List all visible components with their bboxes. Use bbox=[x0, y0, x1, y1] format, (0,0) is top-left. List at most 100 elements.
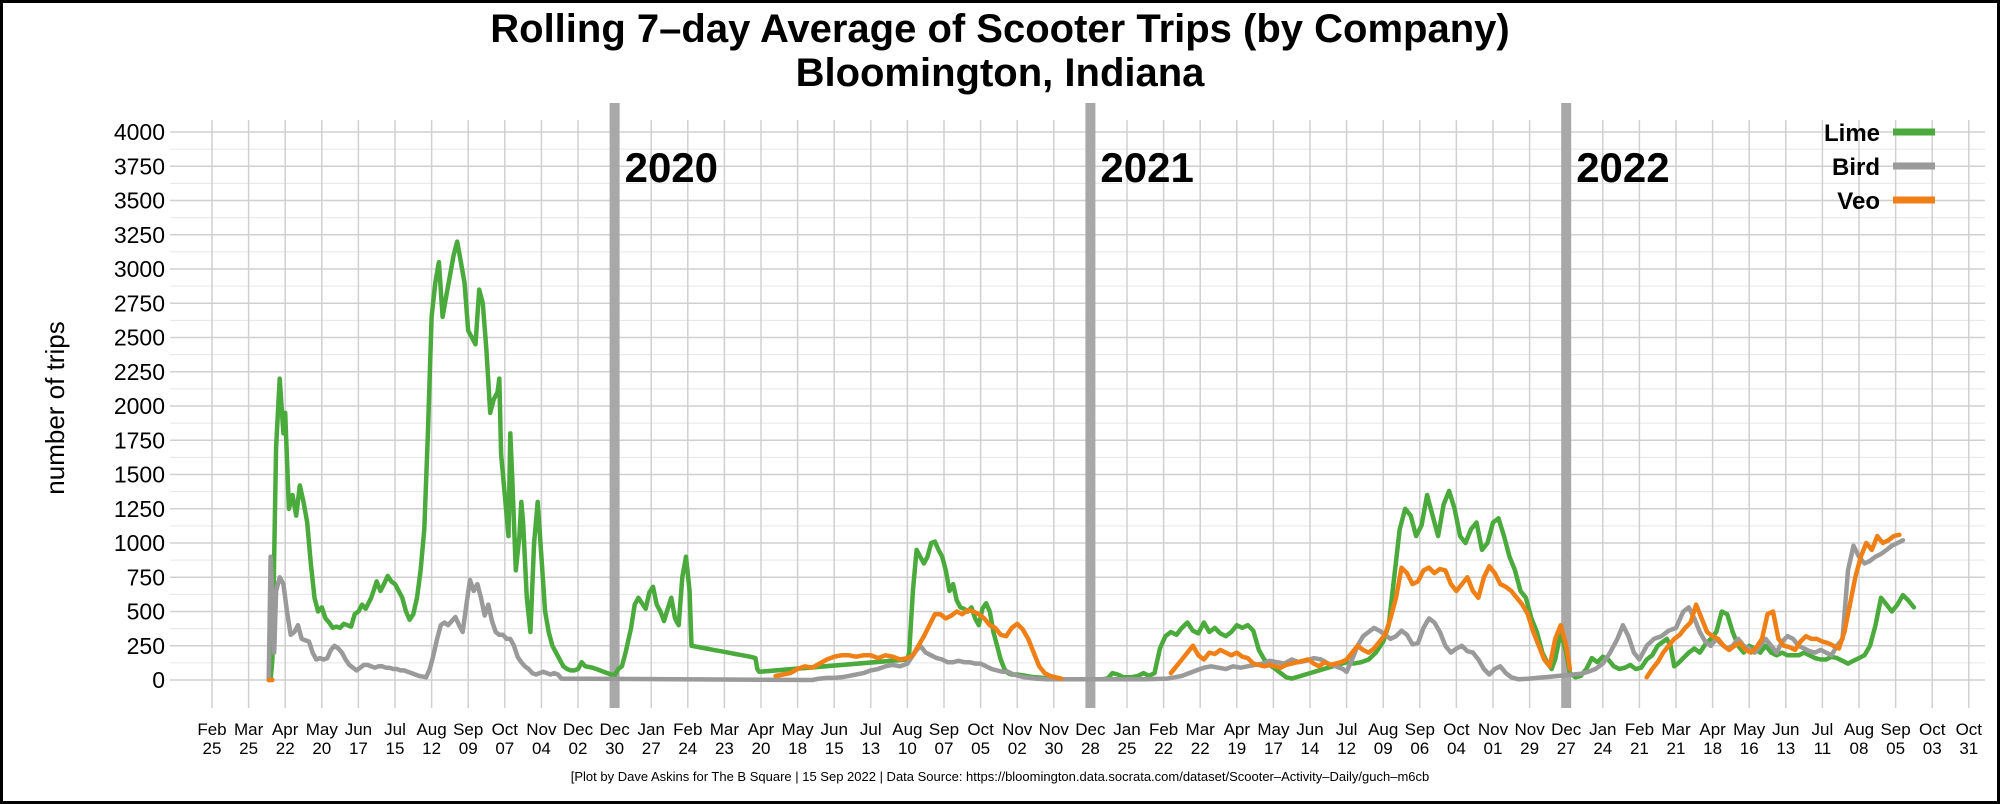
chart-subtitle: Bloomington, Indiana bbox=[796, 51, 1206, 95]
x-tick-day: 06 bbox=[1410, 739, 1429, 758]
x-tick-day: 25 bbox=[1118, 739, 1137, 758]
x-tick-day: 12 bbox=[422, 739, 441, 758]
x-tick-day: 22 bbox=[276, 739, 295, 758]
x-tick-month: Sep bbox=[1405, 720, 1435, 739]
y-tick-label: 250 bbox=[127, 633, 165, 659]
x-tick-day: 25 bbox=[239, 739, 258, 758]
y-tick-labels: 4000375035003250300027502500225020001750… bbox=[114, 119, 165, 693]
legend-label-bird: Bird bbox=[1832, 154, 1880, 181]
y-tick-label: 2250 bbox=[114, 359, 165, 385]
x-tick-day: 24 bbox=[1593, 739, 1612, 758]
x-tick-month: Jun bbox=[820, 720, 847, 739]
x-tick-month: Apr bbox=[748, 720, 775, 739]
chart-title: Rolling 7–day Average of Scooter Trips (… bbox=[490, 7, 1509, 51]
x-tick-day: 31 bbox=[1959, 739, 1978, 758]
x-tick-month: Dec bbox=[599, 720, 630, 739]
series-line-veo bbox=[266, 532, 1902, 683]
x-tick-month: May bbox=[306, 720, 339, 739]
year-markers: 2020 2021 2022 bbox=[609, 103, 1670, 708]
y-tick-label: 2000 bbox=[114, 393, 165, 419]
x-tick-day: 18 bbox=[788, 739, 807, 758]
x-tick-day: 15 bbox=[825, 739, 844, 758]
y-tick-label: 3000 bbox=[114, 256, 165, 282]
x-tick-day: 14 bbox=[1301, 739, 1320, 758]
x-tick-month: Oct bbox=[1443, 720, 1470, 739]
x-tick-month: Apr bbox=[272, 720, 299, 739]
x-tick-month: Feb bbox=[673, 720, 702, 739]
x-tick-day: 09 bbox=[459, 739, 478, 758]
x-tick-day: 17 bbox=[1264, 739, 1283, 758]
x-tick-labels: Feb25Mar25Apr22May20Jun17Jul15Aug12Sep09… bbox=[197, 720, 1982, 758]
x-tick-month: Feb bbox=[1625, 720, 1654, 739]
x-tick-month: Oct bbox=[1919, 720, 1946, 739]
x-tick-day: 07 bbox=[495, 739, 514, 758]
x-tick-month: Jul bbox=[860, 720, 882, 739]
x-tick-day: 21 bbox=[1667, 739, 1686, 758]
x-tick-day: 23 bbox=[715, 739, 734, 758]
x-tick-day: 03 bbox=[1923, 739, 1942, 758]
x-tick-month: Apr bbox=[1224, 720, 1251, 739]
x-tick-month: May bbox=[782, 720, 815, 739]
x-tick-month: Jul bbox=[1812, 720, 1834, 739]
x-tick-month: Jun bbox=[345, 720, 372, 739]
x-tick-month: Feb bbox=[1149, 720, 1178, 739]
legend-label-lime: Lime bbox=[1824, 120, 1880, 147]
legend: Lime Bird Veo bbox=[1824, 120, 1935, 215]
year-label: 2021 bbox=[1100, 144, 1193, 191]
x-tick-month: Jan bbox=[1113, 720, 1140, 739]
x-tick-month: Sep bbox=[1880, 720, 1910, 739]
x-tick-month: May bbox=[1257, 720, 1290, 739]
x-tick-day: 01 bbox=[1484, 739, 1503, 758]
x-tick-day: 13 bbox=[1776, 739, 1795, 758]
series-line-bird bbox=[266, 538, 1906, 683]
x-tick-month: Dec bbox=[1551, 720, 1582, 739]
x-tick-month: Jul bbox=[384, 720, 406, 739]
x-tick-month: Mar bbox=[710, 720, 740, 739]
x-tick-month: Apr bbox=[1699, 720, 1726, 739]
year-separator bbox=[1085, 103, 1096, 708]
x-tick-day: 22 bbox=[1154, 739, 1173, 758]
x-tick-day: 19 bbox=[1227, 739, 1246, 758]
x-tick-day: 12 bbox=[1337, 739, 1356, 758]
x-tick-day: 30 bbox=[1044, 739, 1063, 758]
x-tick-day: 05 bbox=[971, 739, 990, 758]
y-tick-label: 3250 bbox=[114, 222, 165, 248]
x-tick-day: 09 bbox=[1374, 739, 1393, 758]
year-separator bbox=[609, 103, 620, 708]
x-tick-month: Nov bbox=[1514, 720, 1545, 739]
y-tick-label: 4000 bbox=[114, 119, 165, 145]
x-tick-day: 20 bbox=[312, 739, 331, 758]
x-tick-day: 29 bbox=[1520, 739, 1539, 758]
x-tick-day: 02 bbox=[569, 739, 588, 758]
x-tick-month: Feb bbox=[197, 720, 226, 739]
y-tick-label: 500 bbox=[127, 599, 165, 625]
x-tick-day: 04 bbox=[532, 739, 551, 758]
x-tick-month: Oct bbox=[492, 720, 519, 739]
x-tick-day: 27 bbox=[642, 739, 661, 758]
x-tick-month: Aug bbox=[1368, 720, 1398, 739]
x-tick-day: 28 bbox=[1081, 739, 1100, 758]
x-tick-month: Jan bbox=[1589, 720, 1616, 739]
x-tick-day: 21 bbox=[1630, 739, 1649, 758]
x-tick-month: Oct bbox=[1956, 720, 1983, 739]
x-tick-month: Aug bbox=[416, 720, 446, 739]
x-tick-month: Jun bbox=[1296, 720, 1323, 739]
y-tick-label: 1000 bbox=[114, 530, 165, 556]
series-line-lime bbox=[268, 239, 1917, 683]
x-tick-day: 25 bbox=[203, 739, 222, 758]
x-tick-day: 08 bbox=[1850, 739, 1869, 758]
x-tick-day: 05 bbox=[1886, 739, 1905, 758]
legend-label-veo: Veo bbox=[1837, 188, 1880, 215]
grid-lines bbox=[170, 120, 1985, 708]
y-tick-label: 2500 bbox=[114, 325, 165, 351]
x-tick-day: 24 bbox=[678, 739, 697, 758]
x-tick-day: 13 bbox=[861, 739, 880, 758]
y-tick-label: 1250 bbox=[114, 496, 165, 522]
year-label: 2020 bbox=[625, 144, 718, 191]
x-tick-day: 27 bbox=[1557, 739, 1576, 758]
x-tick-day: 11 bbox=[1814, 739, 1832, 758]
x-tick-month: Dec bbox=[563, 720, 594, 739]
x-tick-month: Mar bbox=[1661, 720, 1691, 739]
year-label: 2022 bbox=[1576, 144, 1669, 191]
